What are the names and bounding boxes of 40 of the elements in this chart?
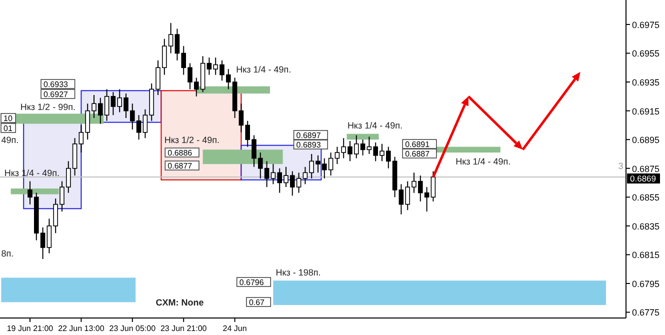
annotation: 0.6893 (296, 140, 322, 150)
annotation: 0.6927 (44, 90, 69, 99)
y-tick-label: 0.6775 (632, 308, 660, 318)
annotation: Нкз - 198п. (276, 268, 321, 278)
text: 49п. (1, 135, 19, 146)
annotation: 0.6796 (239, 278, 264, 287)
text: 10 (4, 114, 13, 123)
x-tick-label: 23 Jun 21:00 (160, 324, 208, 333)
annotation: 0.6897 (296, 131, 322, 140)
text: 01 (4, 124, 13, 133)
y-tick-label: 0.6855 (632, 192, 660, 203)
candlestick (430, 170, 436, 202)
y-tick-label: 0.6895 (632, 135, 660, 146)
annotation: Нкз 1/4 - 49п. (347, 120, 403, 131)
y-tick-label: 0.6955 (632, 48, 660, 59)
x-tick-label: 22 Jun 13:00 (58, 324, 105, 333)
annotation: 0.6877 (168, 162, 193, 170)
annotation: Нкз 1/2 - 49п. (164, 135, 220, 146)
annotation: 0.6886 (168, 148, 193, 158)
annotation: Нкз 1/4 - 49п. (236, 64, 292, 74)
y-tick-label: 0.6795 (632, 278, 660, 289)
annotation: CXM: None (156, 298, 204, 308)
ref-line-label: 0.6869 (630, 173, 656, 184)
annotation: 0.6933 (44, 80, 69, 89)
annotation: 0.6887 (405, 150, 430, 158)
annotation: 0.6891 (405, 140, 430, 149)
y-tick-label: 0.6915 (632, 106, 660, 116)
annotation: 3 (618, 161, 624, 171)
y-tick-label: 0.6975 (632, 20, 660, 30)
y-tick-label: 0.6875 (632, 164, 660, 174)
x-tick-label: 19 Jun 21:00 (6, 324, 54, 333)
annotation: 0.67 (248, 298, 266, 307)
y-tick-label: 0.6935 (632, 78, 660, 88)
annotation: Нкз 1/2 - 99п. (20, 102, 76, 112)
x-tick-label: 23 Jun 05:00 (109, 324, 156, 333)
y-tick-label: 0.6835 (632, 221, 660, 232)
annotation: Нкз 1/4 - 49п. (456, 156, 511, 167)
text: 8п. (1, 248, 14, 259)
y-tick-label: 0.6815 (632, 250, 660, 260)
x-tick-label: 24 Jun (222, 324, 247, 333)
